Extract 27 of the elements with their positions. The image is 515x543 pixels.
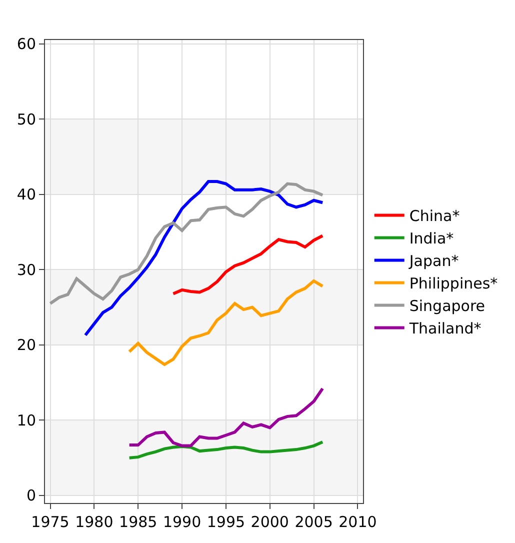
x-tick-label: 1985 [119,513,158,531]
x-tick-label: 1980 [75,513,114,531]
legend-label: India* [409,230,454,248]
legend-label: Japan* [408,252,460,270]
line-series [172,234,324,296]
y-tick-label: 10 [16,411,36,430]
line-series [128,387,324,448]
x-tick-label: 1990 [162,513,202,531]
line-series [84,180,324,337]
x-tick-label: 1975 [31,513,70,531]
x-tick-label: 2010 [338,513,377,531]
line-series [128,279,324,366]
legend-label: Singapore [409,297,486,316]
y-tick-label: 60 [16,35,36,54]
y-tick-label: 40 [16,186,36,204]
x-tick-label: 1995 [206,513,246,531]
y-tick-label: 50 [16,110,36,128]
y-tick-label: 20 [16,336,36,354]
x-tick-label: 2005 [294,513,333,531]
legend-label: Philippines* [409,274,498,293]
line-series [128,440,324,460]
y-tick-label: 30 [16,260,36,279]
y-tick-label: 0 [26,486,36,505]
line-series [48,182,324,305]
legend-label: Thailand* [408,320,482,338]
x-tick-label: 2000 [250,513,289,531]
legend-label: China* [409,207,460,226]
